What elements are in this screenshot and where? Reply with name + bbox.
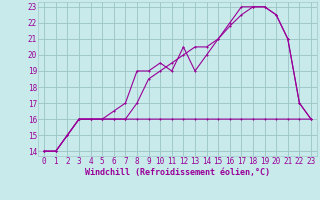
X-axis label: Windchill (Refroidissement éolien,°C): Windchill (Refroidissement éolien,°C) — [85, 168, 270, 177]
